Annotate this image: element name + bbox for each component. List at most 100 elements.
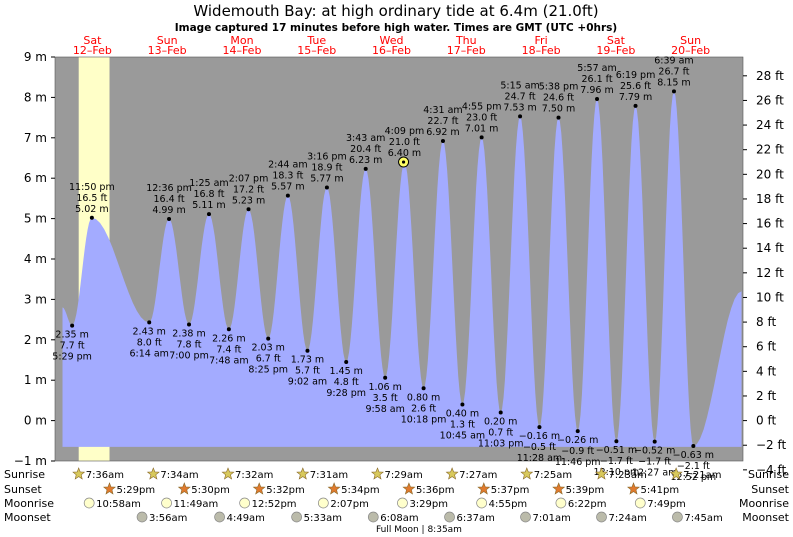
tide-label-m: 7.50 m [542,104,575,115]
tide-point-high [595,97,600,102]
y-tick-label-ft: −2 ft [756,438,787,452]
day-date-label: 12–Feb [73,44,112,57]
sunrise-time: 7:23am [608,470,646,481]
moonset-row-label-left: Moonset [4,511,51,524]
moonrise-time: 11:49am [174,499,219,510]
y-tick-label-m: 6 m [24,171,47,185]
y-tick-label-ft: 18 ft [756,192,784,206]
tide-label-time: 4:31 am [423,105,462,116]
tide-label-time: 9:02 am [288,377,327,388]
y-tick-label-m: 9 m [24,50,47,64]
tide-label-ft: −1.7 ft [600,456,633,467]
y-tick-label-ft: 24 ft [756,118,784,132]
tide-label-m: −0.26 m [557,435,598,446]
moonset-time: 6:08am [380,513,418,524]
tide-label-ft: 24.7 ft [505,91,536,102]
sunset-time: 5:39pm [566,485,605,496]
sunset-icon [627,482,640,495]
tide-label-ft: 7.7 ft [60,341,85,352]
sunset-time: 5:37pm [491,485,530,496]
tide-point-high [479,135,484,140]
tide-point-high [206,212,211,217]
y-tick-label-ft: −4 ft [756,463,787,477]
tide-label-time: 4:55 pm [462,101,502,112]
tide-point-low [187,322,192,327]
tide-label-m: 2.43 m [133,326,166,337]
tide-point-low [575,429,580,434]
tide-label-time: 3:43 am [346,133,385,144]
tide-point-low [537,425,542,430]
tide-label-m: 5.11 m [192,200,225,211]
astronomy-rows: Sunrise Sunrise 7:36am 7:34am 7:32am 7:31am 7:… [4,467,790,535]
tide-label-ft: 22.7 ft [427,116,458,127]
y-tick-label-m: 5 m [24,212,47,226]
chart-subtitle: Image captured 17 minutes before high wa… [175,22,617,34]
tide-point-low [421,386,426,391]
tide-label-ft: 17.2 ft [233,184,264,195]
tide-label-ft: 16.4 ft [154,194,185,205]
tide-label-ft: 18.9 ft [311,162,342,173]
tide-label-ft: −0.5 ft [523,442,556,453]
moonrise-row-label-left: Moonrise [4,497,54,510]
tide-label-time: 12:10 pm [594,467,640,478]
tide-label-ft: 20.4 ft [350,144,381,155]
moonset-icon [214,511,225,523]
sunrise-icon [296,467,310,480]
tide-label-time: 9:28 pm [326,388,366,399]
day-date-label: 19–Feb [596,44,635,57]
sunrise-icon [72,467,86,480]
moonset-icon [444,511,455,523]
tide-label-ft: 18.3 ft [272,171,303,182]
moonrise-icon [555,497,567,509]
tide-label-time: 4:09 pm [385,126,425,137]
tide-label-m: 0.20 m [484,417,517,428]
tide-label-time: 11:46 pm [555,457,601,468]
tide-label-m: 1.73 m [291,355,324,366]
sunrise-icon [445,467,459,480]
tide-point-low [460,402,465,407]
tide-label-time: 12:52 pm [671,472,717,483]
day-date-label: 20–Feb [671,44,710,57]
tide-label-ft: 5.7 ft [295,366,320,377]
day-name-label: Sun [680,34,701,47]
tide-label-time: 2:44 am [268,160,307,171]
sunrise-time: 7:27am [459,470,497,481]
tide-label-ft: 24.6 ft [543,93,574,104]
moonset-icon [596,511,607,523]
moonset-icon [291,511,302,523]
tide-label-m: 5.23 m [232,195,265,206]
day-name-label: Thu [455,34,477,47]
tide-label-time: 1:25 am [189,178,228,189]
moonrise-time: 3:29pm [409,499,448,510]
y-tick-label-ft: 16 ft [756,217,784,231]
moonset-time: 5:33am [304,513,342,524]
tide-point-high [556,115,561,120]
y-tick-label-ft: 2 ft [756,389,776,403]
tide-label-time: 6:19 pm [616,70,656,81]
sunset-time: 5:36pm [416,485,455,496]
tide-label-ft: 16.5 ft [76,193,107,204]
y-tick-label-ft: 10 ft [756,290,784,304]
day-name-label: Tue [306,34,326,47]
sunrise-icon [594,467,608,480]
tide-label-time: 6:14 am [130,348,169,359]
day-name-label: Mon [230,34,253,47]
tide-point-low [344,360,349,365]
tide-label-ft: 26.1 ft [581,74,612,85]
day-date-label: 13–Feb [148,44,187,57]
tide-label-m: 2.03 m [251,343,284,354]
moonset-time: 4:49am [227,513,265,524]
tide-label-m: 6.40 m [388,148,421,159]
tide-label-m: 7.53 m [503,102,536,113]
tide-label-ft: 16.8 ft [193,189,224,200]
y-tick-label-m: 0 m [24,414,47,428]
moonset-time: 7:24am [609,513,647,524]
tide-label-m: −0.51 m [596,445,637,456]
sunset-time: 5:29pm [117,485,156,496]
chart-title: Widemouth Bay: at high ordinary tide at … [193,2,598,20]
sunrise-time: 7:25am [534,470,572,481]
sunrise-time: 7:21am [683,470,721,481]
tide-point-low [498,410,503,415]
y-tick-label-ft: 22 ft [756,143,784,157]
day-date-label: 14–Feb [222,44,261,57]
